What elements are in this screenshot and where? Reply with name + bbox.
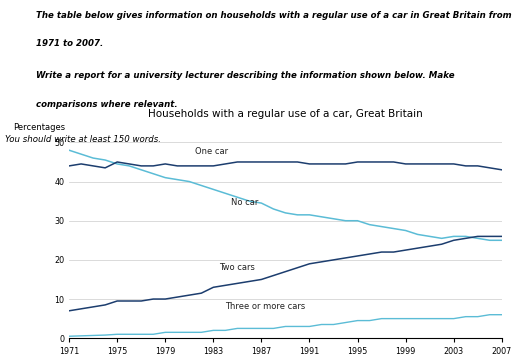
Title: Households with a regular use of a car, Great Britain: Households with a regular use of a car, … <box>148 109 423 119</box>
Text: One car: One car <box>195 147 228 156</box>
Text: Percentages: Percentages <box>13 123 65 132</box>
Text: 1971 to 2007.: 1971 to 2007. <box>36 39 103 48</box>
Text: No car: No car <box>231 198 259 207</box>
Text: The table below gives information on households with a regular use of a car in G: The table below gives information on hou… <box>36 11 511 20</box>
Text: You should write at least 150 words.: You should write at least 150 words. <box>5 135 161 144</box>
Text: Three or more cars: Three or more cars <box>225 302 306 311</box>
Text: Write a report for a university lecturer describing the information shown below.: Write a report for a university lecturer… <box>36 71 455 80</box>
Text: Two cars: Two cars <box>219 263 255 272</box>
Text: comparisons where relevant.: comparisons where relevant. <box>36 100 178 109</box>
